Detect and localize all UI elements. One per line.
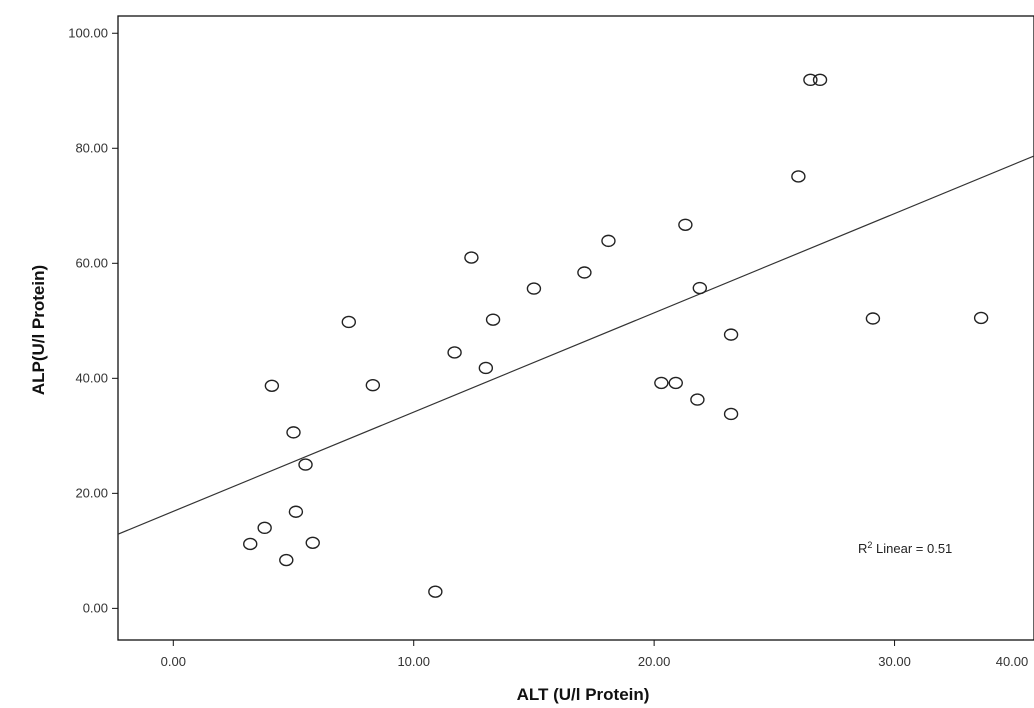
- data-point: [692, 281, 708, 295]
- y-tick-label: 20.00: [75, 485, 108, 500]
- data-point: [447, 346, 462, 359]
- data-point: [264, 379, 280, 392]
- data-point: [865, 312, 881, 325]
- x-tick-label: 0.00: [161, 654, 186, 669]
- regression-line: [117, 155, 1034, 535]
- data-point: [257, 521, 272, 535]
- data-point: [601, 234, 616, 248]
- data-point: [690, 393, 705, 406]
- data-point: [286, 426, 301, 439]
- data-point: [791, 170, 806, 183]
- data-point: [365, 379, 381, 392]
- data-point: [298, 458, 313, 471]
- x-tick-label: 20.00: [638, 654, 671, 669]
- y-tick-label: 40.00: [75, 370, 108, 385]
- x-axis: 0.00 10.00 20.00 30.00 40.00: [161, 640, 1029, 669]
- data-point: [678, 218, 693, 231]
- x-tick-label: 40.00: [996, 654, 1029, 669]
- y-tick-label: 0.00: [83, 600, 108, 615]
- data-point: [485, 313, 501, 326]
- r-squared-annotation: R2 Linear = 0.51: [858, 540, 952, 556]
- y-tick-label: 100.00: [68, 25, 108, 40]
- x-tick-label: 30.00: [878, 654, 911, 669]
- x-tick-label: 10.00: [397, 654, 430, 669]
- data-point: [305, 536, 320, 550]
- data-point: [723, 328, 739, 341]
- data-point: [803, 73, 818, 87]
- data-point: [279, 553, 294, 567]
- data-point: [577, 266, 592, 279]
- data-point: [812, 73, 828, 87]
- plot-frame: [117, 15, 1034, 641]
- y-axis-title: ALP(U/l Protein): [29, 265, 48, 395]
- data-point: [973, 311, 989, 325]
- data-points: [243, 73, 989, 598]
- data-point: [288, 505, 304, 518]
- y-tick-label: 80.00: [75, 140, 108, 155]
- y-axis: 0.00 20.00 40.00 60.00 80.00 100.00: [68, 25, 118, 615]
- data-point: [668, 376, 683, 390]
- data-point: [341, 315, 357, 329]
- data-point: [464, 251, 479, 264]
- data-point: [526, 282, 542, 295]
- data-point: [428, 585, 443, 598]
- data-point: [654, 376, 669, 390]
- x-axis-title: ALT (U/l Protein): [517, 685, 650, 704]
- data-point: [243, 537, 258, 551]
- data-point: [478, 361, 494, 375]
- y-tick-label: 60.00: [75, 255, 108, 270]
- data-point: [723, 407, 739, 421]
